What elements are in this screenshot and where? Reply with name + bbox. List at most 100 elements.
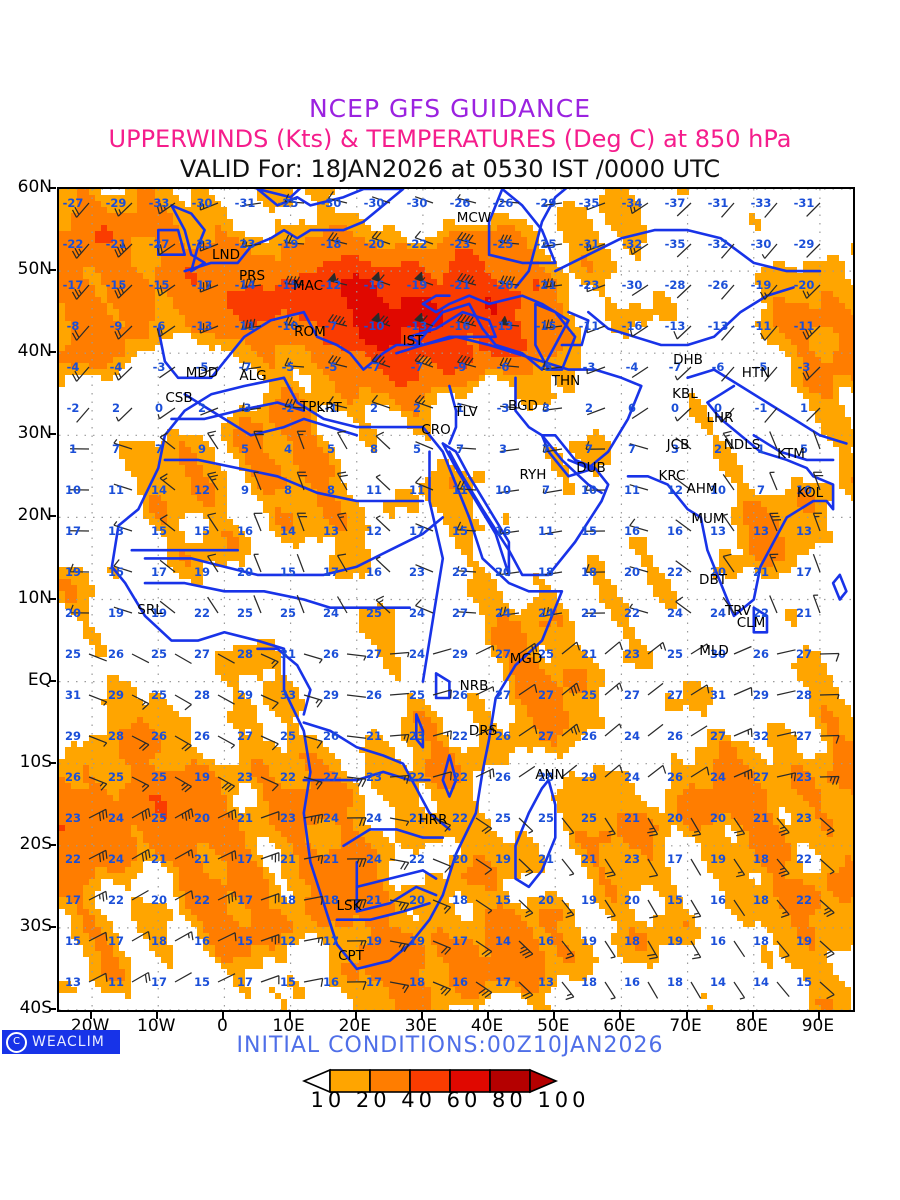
temperature-label: -25 [493, 237, 514, 251]
wind-barb [561, 723, 581, 737]
wind-barb [769, 595, 778, 614]
wind-barb [764, 202, 778, 218]
wind-barb [88, 931, 108, 942]
temperature-label: 16 [495, 524, 511, 538]
wind-barb [629, 518, 649, 532]
temperature-label: 20 [194, 811, 210, 825]
wind-barb [733, 768, 753, 780]
wind-barb [113, 439, 133, 450]
wind-barb [500, 489, 520, 494]
wind-barb [432, 689, 452, 699]
wind-barb [414, 271, 434, 286]
temperature-label: 21 [409, 811, 425, 825]
temperature-label: 19 [151, 606, 167, 620]
x-tick-10E: 10E [272, 1016, 305, 1036]
temperature-label: 27 [366, 647, 382, 661]
temperature-label: 25 [409, 688, 425, 702]
temperature-label: 24 [710, 770, 726, 784]
temperature-label: 17 [409, 524, 425, 538]
y-tick-mark [49, 433, 56, 436]
temperature-label: 25 [581, 688, 597, 702]
temperature-label: 24 [323, 811, 339, 825]
temperature-label: 25 [108, 770, 124, 784]
temperature-label: -26 [450, 196, 471, 210]
wind-barb [721, 202, 735, 218]
temperature-label: 3 [542, 401, 550, 415]
wind-barb [336, 596, 348, 614]
wind-barb [159, 600, 176, 614]
wind-barb [336, 553, 348, 573]
wind-barb [690, 899, 702, 919]
wind-barb [676, 284, 692, 299]
wind-barb [253, 553, 262, 573]
wind-barb [242, 202, 262, 207]
temperature-label: 3 [499, 442, 507, 456]
wind-barb [769, 512, 782, 532]
wind-barb [217, 850, 237, 861]
temperature-label: 0 [714, 401, 722, 415]
temperature-label: 24 [366, 852, 382, 866]
temperature-label: 11 [409, 483, 425, 497]
wind-barb [543, 530, 563, 535]
x-tick-mark [288, 1012, 291, 1019]
wind-barb [647, 940, 659, 960]
wind-barb [414, 230, 434, 245]
wind-barb [327, 355, 348, 368]
temperature-label: 7 [155, 442, 163, 456]
y-tick-60N: 60N [17, 177, 52, 197]
temperature-label: 24 [409, 647, 425, 661]
temperature-label: -13 [493, 319, 514, 333]
map-plot-area[interactable]: -27 -29 -33 -30 -31 -25 -30 -30 -30 -26 -26 -29 -35-… [57, 187, 855, 1012]
coastline-path [560, 310, 590, 347]
wind-barb [199, 280, 219, 293]
wind-barb [586, 407, 606, 416]
wind-barb [156, 243, 176, 256]
weaclim-logo[interactable]: C WEACLIM [2, 1030, 120, 1054]
coastline-path [448, 434, 610, 577]
wind-barb [631, 366, 649, 379]
y-tick-mark [49, 351, 56, 354]
coastline-path [157, 294, 570, 380]
temperature-label: 15 [796, 975, 812, 989]
wind-barb [561, 940, 575, 960]
temperature-label: 23 [409, 565, 425, 579]
wind-barb [88, 735, 108, 747]
wind-barb [499, 316, 520, 327]
temperature-label: -7 [669, 360, 682, 374]
wind-barb [457, 402, 477, 409]
wind-barb [676, 202, 692, 217]
station-label-ROM: ROM [294, 324, 326, 340]
temperature-label: 13 [710, 524, 726, 538]
temperature-label: -21 [536, 278, 557, 292]
wind-barb [647, 899, 659, 919]
wind-barb [303, 653, 323, 664]
temperature-label: 13 [108, 524, 124, 538]
wind-barb [499, 606, 520, 617]
colorbar[interactable] [0, 1068, 900, 1106]
wind-barb [561, 817, 575, 835]
wind-barb [88, 694, 108, 706]
temperature-label: 24 [624, 770, 640, 784]
temperature-label: 27 [624, 688, 640, 702]
temperature-label: 17 [667, 852, 683, 866]
temperature-label: -31 [794, 196, 815, 210]
temperature-label: 26 [581, 729, 597, 743]
temperature-label: -6 [712, 360, 725, 374]
temperature-label: -15 [106, 278, 127, 292]
wind-barb [675, 596, 692, 614]
temperature-label: 22 [409, 852, 425, 866]
y-tick-40S: 40S [19, 998, 52, 1018]
temperature-label: -30 [407, 196, 428, 210]
station-label-KRT: KRT [316, 400, 342, 416]
temperature-label: 4 [284, 442, 292, 456]
temperature-label: -10 [278, 319, 299, 333]
wind-barb [456, 447, 477, 450]
x-tick-mark [90, 1012, 93, 1019]
temperature-label: 26 [366, 688, 382, 702]
wind-barb [389, 940, 410, 953]
wind-barb [131, 930, 151, 942]
coastline-path [587, 286, 795, 347]
temperature-label: 23 [237, 770, 253, 784]
wind-barb [432, 858, 452, 873]
wind-barb [131, 653, 150, 664]
